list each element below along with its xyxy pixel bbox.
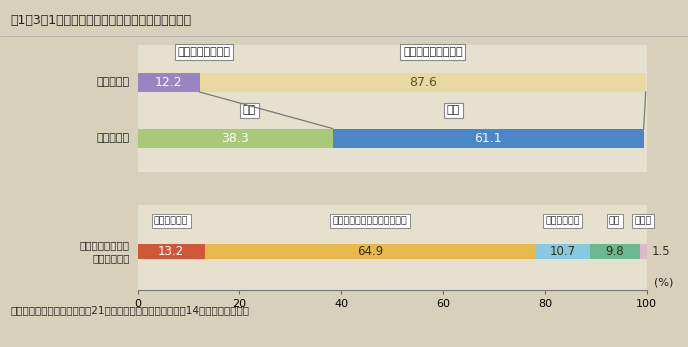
Text: （備考）厚生労働省「第２回21世紀出生児縦断調査」（平成14年度）より作成。: （備考）厚生労働省「第２回21世紀出生児縦断調査」（平成14年度）より作成。 xyxy=(10,305,249,315)
Text: 内職: 内職 xyxy=(609,217,621,226)
Bar xyxy=(200,73,646,92)
Bar xyxy=(138,244,205,259)
Text: 勤め（パート・アルバイト）: 勤め（パート・アルバイト） xyxy=(332,217,407,226)
Text: 無職: 無職 xyxy=(447,105,460,115)
Text: 13.2: 13.2 xyxy=(158,245,184,258)
Text: 87.6: 87.6 xyxy=(409,76,437,89)
Text: 第1－3－1図　新たに職に就いた者とその就業状況: 第1－3－1図 新たに職に就いた者とその就業状況 xyxy=(10,14,191,26)
Text: 仕事を探していない: 仕事を探していない xyxy=(403,47,463,57)
Bar xyxy=(332,128,644,148)
Text: 第１回調査: 第１回調査 xyxy=(97,77,130,87)
Text: 仕事を探している: 仕事を探している xyxy=(178,47,230,57)
Text: 9.8: 9.8 xyxy=(605,245,624,258)
Bar xyxy=(138,128,332,148)
Text: 新たに職に就いた
者の就業状況: 新たに職に就いた 者の就業状況 xyxy=(80,240,130,263)
Text: その他: その他 xyxy=(635,217,652,226)
Text: 10.7: 10.7 xyxy=(550,245,576,258)
Text: (%): (%) xyxy=(654,278,674,287)
Bar xyxy=(590,244,640,259)
Text: 64.9: 64.9 xyxy=(357,245,383,258)
Bar xyxy=(535,244,590,259)
Bar xyxy=(205,244,535,259)
Text: 12.2: 12.2 xyxy=(155,76,182,89)
Text: 有職: 有職 xyxy=(243,105,256,115)
Bar xyxy=(138,73,200,92)
Bar xyxy=(640,244,647,259)
Text: 第２回調査: 第２回調査 xyxy=(97,133,130,143)
Text: 1.5: 1.5 xyxy=(652,245,670,258)
Text: 自営業・家業: 自営業・家業 xyxy=(545,217,580,226)
Text: 38.3: 38.3 xyxy=(222,132,249,145)
Text: 61.1: 61.1 xyxy=(474,132,502,145)
Text: 勤め（常勤）: 勤め（常勤） xyxy=(154,217,189,226)
